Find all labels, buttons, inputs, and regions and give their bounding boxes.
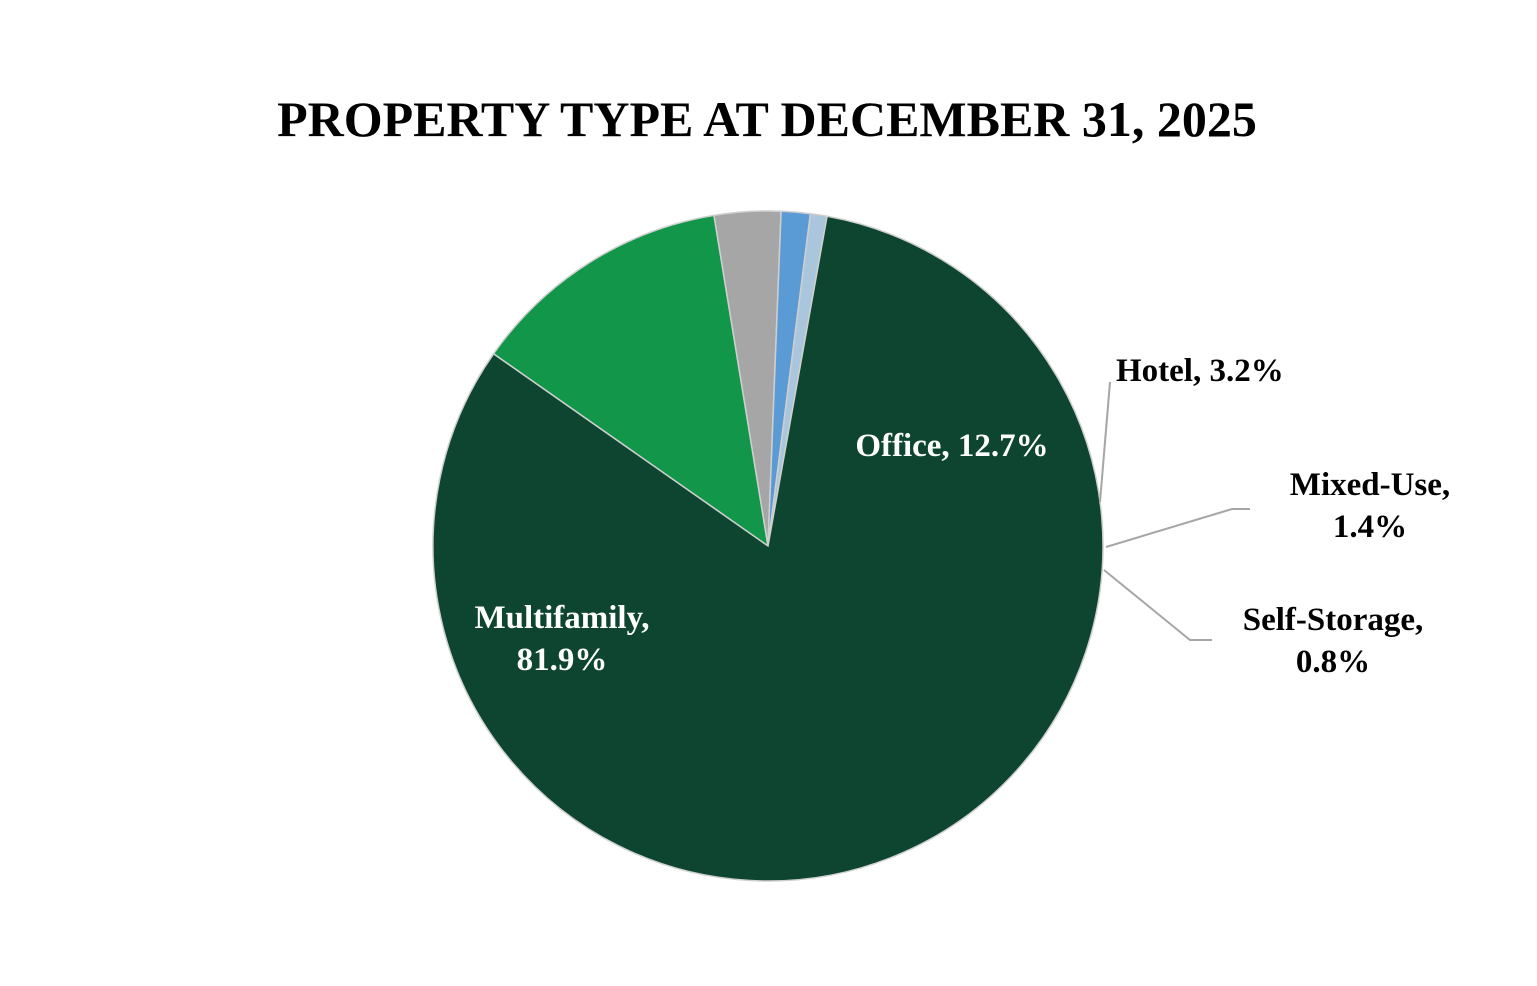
pie-slices bbox=[432, 210, 1104, 882]
leader-line-hotel bbox=[1099, 381, 1111, 503]
data-label-mixed-use: Mixed-Use, 1.4% bbox=[1290, 467, 1450, 545]
data-label-hotel: Hotel, 3.2% bbox=[1116, 353, 1284, 389]
pie-slice-office bbox=[492, 214, 770, 548]
leader-lines bbox=[1099, 381, 1250, 641]
leader-line-mixed-use bbox=[1105, 508, 1250, 548]
data-label-multifamily: Multifamily, 81.9% bbox=[474, 600, 649, 678]
leader-line-self-storage bbox=[1103, 569, 1212, 641]
chart-title: PROPERTY TYPE AT DECEMBER 31, 2025 bbox=[277, 91, 1257, 147]
pie-slice-multifamily bbox=[432, 215, 1104, 882]
data-label-self-storage: Self-Storage, 0.8% bbox=[1243, 602, 1424, 680]
data-label-office: Office, 12.7% bbox=[855, 428, 1048, 464]
data-labels: Office, 12.7% Hotel, 3.2% Mixed-Use, 1.4% Se… bbox=[474, 353, 1450, 680]
